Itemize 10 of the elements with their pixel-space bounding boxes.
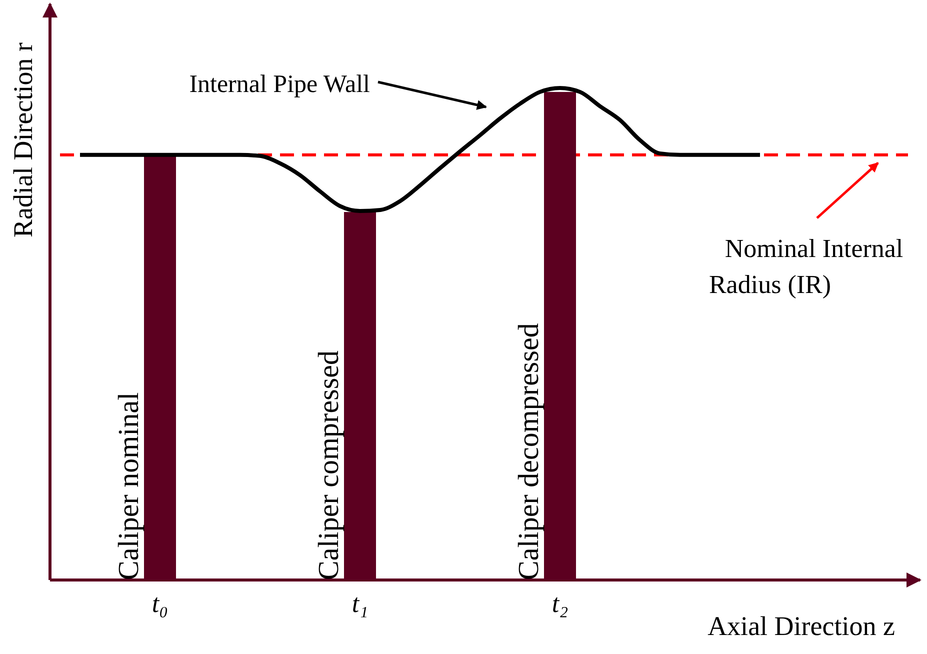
y-axis-title: Radial Direction r: [8, 42, 38, 238]
x-tick-label: t₂: [552, 589, 568, 618]
annotation: Caliper decompressed: [513, 322, 545, 580]
annotation: Caliper nominal: [113, 392, 145, 580]
annotation: Caliper compressed: [313, 350, 345, 580]
x-tick-label: t₁: [352, 589, 368, 618]
annotation: Internal Pipe Wall: [189, 71, 370, 98]
x-tick-label: t₀: [152, 589, 168, 618]
x-axis-title: Axial Direction z: [708, 611, 896, 641]
legend-label: Nominal Internal Radius (IR): [708, 234, 904, 299]
